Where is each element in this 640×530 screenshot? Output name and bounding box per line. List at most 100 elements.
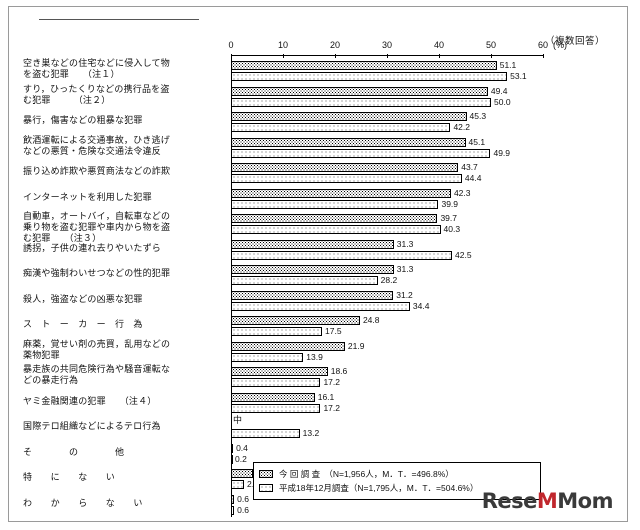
- category-label-line: すり，ひったくりなどの携行品を盗: [23, 83, 170, 94]
- bar-previous: [231, 276, 378, 285]
- plot-area: 0 10 20 30 40 50 60 (%) 51.1 53.1 49.4 50.0 45.3 42.2…: [228, 40, 567, 517]
- bar-value-current: 42.3: [453, 187, 471, 198]
- x-tick-label: 40: [433, 40, 445, 50]
- category-label: 殺人，強盗などの凶悪な犯罪: [23, 294, 229, 305]
- bar-previous: [231, 148, 491, 158]
- bar-value-previous: 42.2: [453, 122, 470, 132]
- bar-value-current: 43.7: [461, 162, 478, 172]
- category-label-line: む犯罪 （注２）: [23, 94, 111, 105]
- legend-item-previous: 平成18年12月調査（N=1,795人，M．T．=504.6%）: [259, 482, 535, 494]
- category-label-line: を盗む犯罪 （注１）: [23, 69, 120, 79]
- x-tick: [543, 54, 544, 58]
- category-label-line: む犯罪 （注３）: [23, 233, 102, 243]
- bar-current: [231, 494, 235, 504]
- bar-previous: [231, 429, 300, 438]
- bar-value-current: 24.8: [362, 315, 380, 325]
- y-axis: [231, 55, 232, 517]
- bar-value-previous: 39.9: [441, 198, 459, 209]
- category-label-line: などの悪質・危険な交通法令違反: [23, 145, 162, 156]
- bar-value-current: 49.4: [490, 85, 508, 96]
- watermark-text-2: Mom: [557, 489, 613, 513]
- category-label-line: 飲酒運転による交通事故，ひき逃げ: [23, 134, 170, 145]
- category-label: 国際テロ組織などによるテロ行為: [23, 421, 229, 432]
- bar-value-previous: 17.5: [325, 326, 342, 336]
- x-tick: [387, 54, 388, 58]
- x-tick-label: 30: [381, 40, 393, 50]
- category-label-line: 自動車，オートバイ，自転車などの: [23, 211, 171, 221]
- bar-value-current: 45.1: [468, 136, 486, 147]
- category-label-line: 国際テロ組織などによるテロ行為: [23, 421, 161, 431]
- category-label-line: わ か ら な い: [23, 497, 143, 508]
- legend: 今 回 調 査 （N=1,956人，M．T．=496.8%） 平成18年12月調…: [253, 462, 541, 500]
- x-tick: [231, 54, 232, 58]
- bar-current: [231, 137, 466, 147]
- bar-previous: [231, 454, 233, 464]
- category-label: 麻薬，覚せい剤の売買，乱用などの 薬物犯罪: [23, 339, 229, 361]
- bar-current: [231, 239, 394, 249]
- watermark-accent: M: [536, 489, 558, 513]
- x-tick: [491, 54, 492, 58]
- bar-value-previous: 0.6: [237, 504, 249, 515]
- x-axis-unit: (%): [553, 40, 567, 50]
- category-label: 痴漢や強制わいせつなどの性的犯罪: [23, 268, 229, 279]
- bar-previous: [231, 225, 441, 234]
- bar-current: [231, 392, 315, 402]
- legend-swatch-previous: [259, 484, 273, 492]
- chart-frame: （複数回答） 0 10 20 30 40 50 60 (%) 51.1 53.1 49.4 50.0 4…: [8, 6, 628, 522]
- category-label-line: ス ト ー カ ー 行 為: [23, 319, 143, 329]
- bar-value-current: 39.7: [440, 213, 457, 223]
- bar-value-current: 31.2: [396, 289, 413, 300]
- bar-value-current: 51.1: [499, 60, 517, 70]
- bar-value-current: 31.3: [396, 238, 414, 249]
- bar-current: [231, 367, 328, 376]
- bar-value-previous: 49.9: [493, 147, 511, 158]
- bar-value-previous: 42.5: [455, 249, 472, 260]
- bar-current: [231, 443, 234, 453]
- category-label: そ の 他: [23, 447, 229, 458]
- category-label: 自動車，オートバイ，自転車などの 乗り物を盗む犯罪や車内から物を盗 む犯罪 （注３）: [23, 211, 229, 244]
- category-label-line: インターネットを利用した犯罪: [23, 191, 152, 202]
- bar-value-previous: 0.2: [235, 453, 247, 464]
- bar-value-previous: 17.2: [323, 402, 340, 413]
- legend-item-current: 今 回 調 査 （N=1,956人，M．T．=496.8%）: [259, 468, 535, 480]
- category-label-line: 乗り物を盗む犯罪や車内から物を盗: [23, 222, 171, 232]
- bar-value-previous: 28.2: [380, 275, 398, 285]
- watermark-text-1: Rese: [481, 489, 538, 513]
- x-tick-label: 10: [277, 40, 289, 50]
- bar-value-previous: 2.5: [247, 480, 259, 489]
- bar-previous: [231, 378, 321, 387]
- bar-value-previous: 40.3: [443, 224, 461, 234]
- x-tick: [335, 54, 336, 58]
- top-rule: [39, 19, 199, 20]
- category-label-line: どの暴走行為: [23, 375, 79, 385]
- category-label-line: 麻薬，覚せい剤の売買，乱用などの: [23, 338, 171, 349]
- bar-previous: [231, 250, 452, 260]
- bar-previous: [231, 352, 304, 362]
- category-label-line: 特 に な い: [23, 472, 116, 482]
- bar-value-previous: 17.2: [323, 377, 340, 387]
- category-label-line: 暴走族の共同危険行為や騒音運転な: [23, 364, 171, 374]
- bar-current: [231, 290, 394, 300]
- watermark: ReseMMom: [481, 489, 614, 513]
- category-label-line: 振り込め詐欺や悪質商法などの詐欺: [23, 166, 171, 176]
- category-label-line: 空き巣などの住宅などに侵入して物: [23, 58, 170, 68]
- bar-current: [231, 188, 451, 198]
- x-tick: [439, 54, 440, 58]
- x-tick-label: 50: [485, 40, 497, 50]
- category-label-line: 痴漢や強制わいせつなどの性的犯罪: [23, 268, 171, 278]
- bar-current: [231, 163, 459, 172]
- x-tick-label: 20: [329, 40, 341, 50]
- bar-previous: [231, 480, 244, 489]
- bar-value-previous: 50.0: [494, 96, 511, 107]
- bar-current: [231, 341, 345, 351]
- bar-previous: [231, 72, 508, 81]
- category-label: ス ト ー カ ー 行 為: [23, 319, 229, 330]
- bar-previous: [231, 174, 462, 183]
- category-label: 誘拐，子供の連れ去りやいたずら: [23, 243, 229, 254]
- category-label-line: そ の 他: [23, 446, 125, 457]
- bar-previous: [231, 403, 321, 413]
- multiple-answer-note: （複数回答）: [544, 36, 605, 47]
- category-label-line: 誘拐，子供の連れ去りやいたずら: [23, 242, 162, 253]
- category-label: 振り込め詐欺や悪質商法などの詐欺: [23, 166, 229, 177]
- bar-value-previous: 44.4: [464, 173, 482, 183]
